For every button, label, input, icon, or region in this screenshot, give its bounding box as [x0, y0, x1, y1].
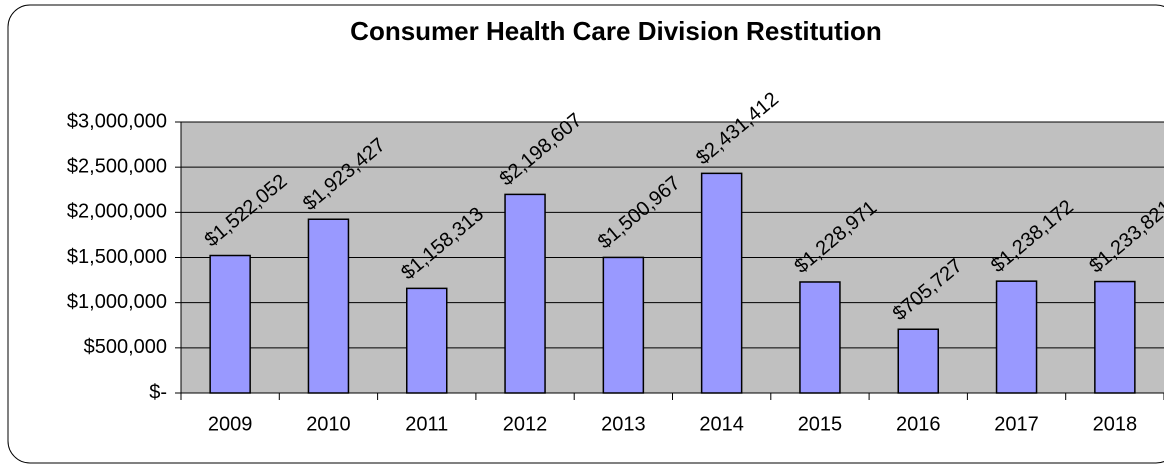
bar	[700, 172, 743, 394]
y-tick-label: $1,000,000	[67, 291, 167, 313]
y-tick-label: $2,500,000	[67, 155, 167, 177]
x-tick-label: 2013	[601, 413, 646, 435]
x-tick-label: 2010	[306, 413, 351, 435]
bar	[209, 254, 251, 394]
bar	[406, 287, 448, 394]
x-tick-label: 2012	[503, 413, 548, 435]
bar	[602, 256, 645, 394]
y-tick-label: $1,500,000	[67, 246, 167, 268]
bar	[504, 193, 546, 394]
x-tick-label: 2015	[798, 413, 843, 435]
y-tick-label: $500,000	[84, 336, 167, 358]
x-tick-label: 2014	[699, 413, 744, 435]
bar	[897, 328, 939, 394]
x-tick-label: 2016	[896, 413, 941, 435]
y-tick-label: $2,000,000	[67, 201, 167, 223]
x-tick-label: 2017	[994, 413, 1039, 435]
y-tick-label: $-	[149, 381, 167, 403]
bar	[307, 218, 350, 394]
y-tick-label: $3,000,000	[67, 110, 167, 132]
x-tick-label: 2009	[208, 413, 253, 435]
bar	[1094, 280, 1136, 394]
chart-title: Consumer Health Care Division Restitutio…	[350, 16, 882, 46]
x-tick-label: 2011	[405, 413, 448, 435]
bar	[995, 280, 1038, 394]
bar	[799, 281, 841, 394]
x-tick-label: 2018	[1093, 413, 1138, 435]
